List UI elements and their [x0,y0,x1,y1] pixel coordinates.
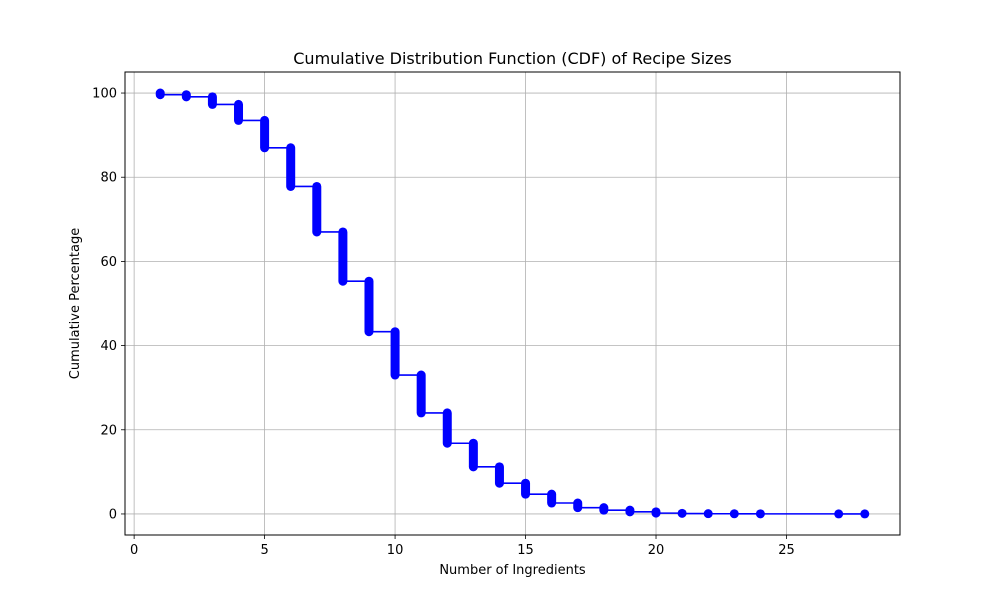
axis-ticks: 0 5 10 15 20 25 0 20 40 60 80 100 [92,87,795,558]
y-tick-label: 80 [100,171,117,186]
x-tick-label: 10 [387,543,404,558]
x-tick-label: 25 [778,543,795,558]
data-point [729,509,739,519]
axes-frame [124,71,901,536]
x-tick-label: 15 [517,543,534,558]
chart-title: Cumulative Distribution Function (CDF) o… [293,49,732,68]
grid-lines [125,72,900,535]
y-tick-label: 20 [100,423,117,438]
x-tick-label: 5 [260,543,268,558]
data-point [860,509,870,519]
y-axis-label: Cumulative Percentage [68,228,83,379]
x-axis-label: Number of Ingredients [439,563,586,578]
x-tick-label: 20 [648,543,665,558]
y-tick-label: 60 [100,255,117,270]
y-tick-label: 0 [109,507,117,522]
data-point [834,509,844,519]
x-tick-label: 0 [130,543,138,558]
data-point [677,508,687,518]
data-point [703,509,713,519]
y-tick-label: 40 [100,339,117,354]
data-point [755,509,765,519]
plot-area [155,88,870,519]
y-tick-label: 100 [92,87,117,102]
